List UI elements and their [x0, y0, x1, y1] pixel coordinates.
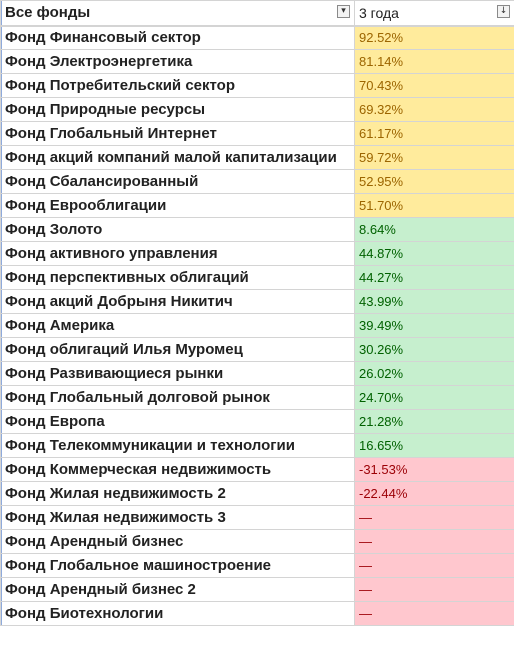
return-3y-cell[interactable]: 43.99% [354, 289, 514, 314]
return-3y-cell[interactable]: 39.49% [354, 313, 514, 338]
fund-name-cell[interactable]: Фонд Телекоммуникации и технологии [0, 433, 355, 458]
fund-name-cell[interactable]: Фонд Биотехнологии [0, 601, 355, 626]
fund-name-cell[interactable]: Фонд акций Добрыня Никитич [0, 289, 355, 314]
table-row: Фонд Сбалансированный 52.95% [0, 169, 514, 194]
fund-name-cell[interactable]: Фонд Америка [0, 313, 355, 338]
table-row: Фонд Природные ресурсы 69.32% [0, 97, 514, 122]
filter-dropdown-icon[interactable]: ▾ [337, 5, 350, 18]
fund-name-cell[interactable]: Фонд Арендный бизнес 2 [0, 577, 355, 602]
return-3y-cell[interactable]: 44.87% [354, 241, 514, 266]
table-row: Фонд Жилая недвижимость 3— [0, 505, 514, 530]
fund-name-cell[interactable]: Фонд Глобальный Интернет [0, 121, 355, 146]
fund-name-cell[interactable]: Фонд акций компаний малой капитализации [0, 145, 355, 170]
fund-name-cell[interactable]: Фонд перспективных облигаций [0, 265, 355, 290]
table-row: Фонд Арендный бизнес — [0, 529, 514, 554]
return-3y-cell[interactable]: 24.70% [354, 385, 514, 410]
fund-name-cell[interactable]: Фонд Сбалансированный [0, 169, 355, 194]
return-3y-cell[interactable]: 61.17% [354, 121, 514, 146]
return-3y-cell[interactable]: — [354, 529, 514, 554]
return-3y-cell[interactable]: 21.28% [354, 409, 514, 434]
return-3y-cell[interactable]: 81.14% [354, 49, 514, 74]
return-3y-cell[interactable]: — [354, 577, 514, 602]
fund-name-cell[interactable]: Фонд облигаций Илья Муромец [0, 337, 355, 362]
fund-table: Все фонды ▾ 3 года ↓ Фонд Финансовый сек… [0, 0, 514, 626]
return-3y-cell[interactable]: — [354, 553, 514, 578]
table-row: Фонд перспективных облигаций 44.27% [0, 265, 514, 290]
table-row: Фонд Глобальный Интернет 61.17% [0, 121, 514, 146]
fund-name-cell[interactable]: Фонд Золото [0, 217, 355, 242]
sort-filter-icon[interactable]: ↓ [497, 5, 510, 18]
return-3y-cell[interactable]: 59.72% [354, 145, 514, 170]
fund-name-cell[interactable]: Фонд Коммерческая недвижимость [0, 457, 355, 482]
return-3y-cell[interactable]: 26.02% [354, 361, 514, 386]
return-3y-cell[interactable]: 30.26% [354, 337, 514, 362]
return-3y-cell[interactable]: — [354, 505, 514, 530]
header-cell-funds[interactable]: Все фонды ▾ [0, 0, 355, 27]
header-row: Все фонды ▾ 3 года ↓ [0, 0, 514, 27]
table-row: Фонд облигаций Илья Муромец 30.26% [0, 337, 514, 362]
table-row: Фонд акций компаний малой капитализации 5… [0, 145, 514, 170]
header-funds-label: Все фонды [5, 4, 91, 22]
table-row: Фонд Европа 21.28% [0, 409, 514, 434]
table-row: Фонд Золото 8.64% [0, 217, 514, 242]
table-row: Фонд Электроэнергетика 81.14% [0, 49, 514, 74]
table-row: Фонд Потребительский сектор 70.43% [0, 73, 514, 98]
fund-name-cell[interactable]: Фонд Европа [0, 409, 355, 434]
return-3y-cell[interactable]: -31.53% [354, 457, 514, 482]
return-3y-cell[interactable]: 69.32% [354, 97, 514, 122]
table-row: Фонд Биотехнологии — [0, 601, 514, 626]
fund-name-cell[interactable]: Фонд Глобальный долговой рынок [0, 385, 355, 410]
table-row: Фонд Еврооблигации 51.70% [0, 193, 514, 218]
fund-name-cell[interactable]: Фонд Финансовый сектор [0, 25, 355, 50]
fund-name-cell[interactable]: Фонд Арендный бизнес [0, 529, 355, 554]
fund-name-cell[interactable]: Фонд Еврооблигации [0, 193, 355, 218]
header-3years-label: 3 года [359, 4, 399, 21]
table-row: Фонд Финансовый сектор 92.52% [0, 25, 514, 50]
table-row: Фонд Телекоммуникации и технологии 16.65% [0, 433, 514, 458]
table-row: Фонд Коммерческая недвижимость -31.53% [0, 457, 514, 482]
table-row: Фонд Глобальный долговой рынок 24.70% [0, 385, 514, 410]
table-row: Фонд Глобальное машиностроение — [0, 553, 514, 578]
return-3y-cell[interactable]: 44.27% [354, 265, 514, 290]
fund-name-cell[interactable]: Фонд Жилая недвижимость 3 [0, 505, 355, 530]
table-row: Фонд Развивающиеся рынки 26.02% [0, 361, 514, 386]
return-3y-cell[interactable]: 51.70% [354, 193, 514, 218]
table-row: Фонд Америка 39.49% [0, 313, 514, 338]
fund-name-cell[interactable]: Фонд Электроэнергетика [0, 49, 355, 74]
fund-name-cell[interactable]: Фонд Потребительский сектор [0, 73, 355, 98]
return-3y-cell[interactable]: 70.43% [354, 73, 514, 98]
fund-name-cell[interactable]: Фонд Природные ресурсы [0, 97, 355, 122]
table-row: Фонд Жилая недвижимость 2 -22.44% [0, 481, 514, 506]
return-3y-cell[interactable]: -22.44% [354, 481, 514, 506]
fund-name-cell[interactable]: Фонд активного управления [0, 241, 355, 266]
return-3y-cell[interactable]: 92.52% [354, 25, 514, 50]
table-row: Фонд акций Добрыня Никитич 43.99% [0, 289, 514, 314]
return-3y-cell[interactable]: 52.95% [354, 169, 514, 194]
fund-name-cell[interactable]: Фонд Жилая недвижимость 2 [0, 481, 355, 506]
return-3y-cell[interactable]: — [354, 601, 514, 626]
header-cell-3years[interactable]: 3 года ↓ [354, 0, 514, 27]
table-row: Фонд активного управления 44.87% [0, 241, 514, 266]
table-row: Фонд Арендный бизнес 2— [0, 577, 514, 602]
fund-name-cell[interactable]: Фонд Глобальное машиностроение [0, 553, 355, 578]
return-3y-cell[interactable]: 16.65% [354, 433, 514, 458]
fund-name-cell[interactable]: Фонд Развивающиеся рынки [0, 361, 355, 386]
return-3y-cell[interactable]: 8.64% [354, 217, 514, 242]
